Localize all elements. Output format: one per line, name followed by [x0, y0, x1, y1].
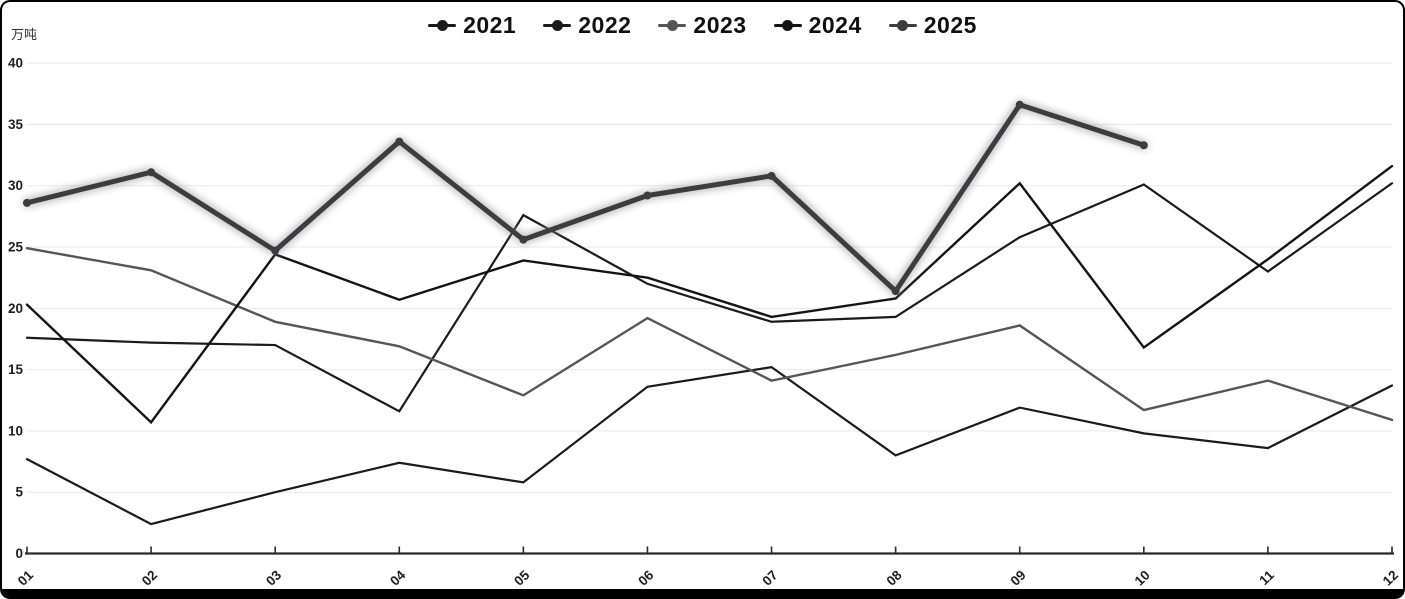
legend-item-2025[interactable]: 2025 — [888, 12, 977, 39]
data-point-marker-2025[interactable] — [271, 246, 280, 255]
data-point-marker-2025[interactable] — [519, 235, 528, 244]
legend-label: 2021 — [463, 12, 517, 38]
data-point-marker-2025[interactable] — [147, 168, 156, 177]
data-point-marker-2025[interactable] — [643, 191, 652, 200]
chart-legend: 2021 2022 2023 2024 2025 — [2, 12, 1403, 39]
y-tick-label: 35 — [8, 117, 24, 132]
legend-marker-icon — [658, 19, 687, 33]
legend-label: 2024 — [808, 12, 862, 38]
x-tick-label: 03 — [263, 567, 285, 589]
x-tick-label: 01 — [15, 567, 37, 589]
series-line-2024[interactable] — [25, 164, 1394, 425]
y-tick-label: 20 — [8, 301, 23, 316]
data-point-marker-2025[interactable] — [1139, 141, 1148, 150]
y-tick-label: 25 — [8, 240, 24, 255]
y-axis-unit-label: 万吨 — [11, 27, 38, 42]
data-point-marker-2025[interactable] — [767, 171, 776, 180]
series-line-2025[interactable] — [24, 102, 1147, 294]
y-tick-label: 5 — [15, 485, 23, 500]
series-line-2023[interactable] — [25, 247, 1394, 422]
y-tick-label: 15 — [8, 362, 24, 377]
x-tick-label: 06 — [635, 567, 657, 589]
legend-marker-icon — [773, 19, 802, 33]
legend-item-2022[interactable]: 2022 — [543, 12, 631, 39]
x-tick-label: 08 — [883, 567, 905, 589]
data-point-marker-2025[interactable] — [395, 137, 404, 146]
series-line-2022[interactable] — [25, 182, 1394, 413]
data-point-marker-2025[interactable] — [23, 198, 31, 207]
x-tick-label: 09 — [1008, 567, 1029, 588]
x-axis — [25, 546, 1394, 555]
grid-lines — [27, 62, 1392, 493]
x-tick-label: 11 — [1256, 567, 1277, 588]
x-tick-label: 05 — [511, 567, 533, 589]
y-tick-label: 0 — [15, 546, 23, 561]
legend-item-2021[interactable]: 2021 — [428, 12, 516, 39]
legend-marker-icon — [888, 19, 917, 33]
data-point-marker-2025[interactable] — [1015, 100, 1024, 109]
legend-item-2024[interactable]: 2024 — [773, 12, 862, 39]
x-tick-label: 12 — [1380, 567, 1401, 588]
x-tick-label: 02 — [139, 567, 160, 588]
x-tick-label: 10 — [1132, 567, 1153, 588]
legend-label: 2022 — [578, 12, 632, 38]
series-lines — [22, 100, 1394, 526]
y-tick-label: 30 — [8, 178, 23, 193]
legend-label: 2023 — [693, 12, 747, 38]
legend-marker-icon — [543, 19, 572, 33]
legend-marker-icon — [428, 19, 457, 33]
legend-label: 2025 — [923, 12, 977, 38]
data-point-marker-2025[interactable] — [891, 287, 900, 296]
y-tick-label: 40 — [8, 56, 23, 71]
x-tick-label: 04 — [387, 567, 409, 589]
legend-item-2023[interactable]: 2023 — [658, 12, 746, 39]
y-tick-label: 10 — [8, 423, 23, 438]
series-line-2021[interactable] — [25, 365, 1394, 526]
x-tick-label: 07 — [759, 567, 780, 588]
